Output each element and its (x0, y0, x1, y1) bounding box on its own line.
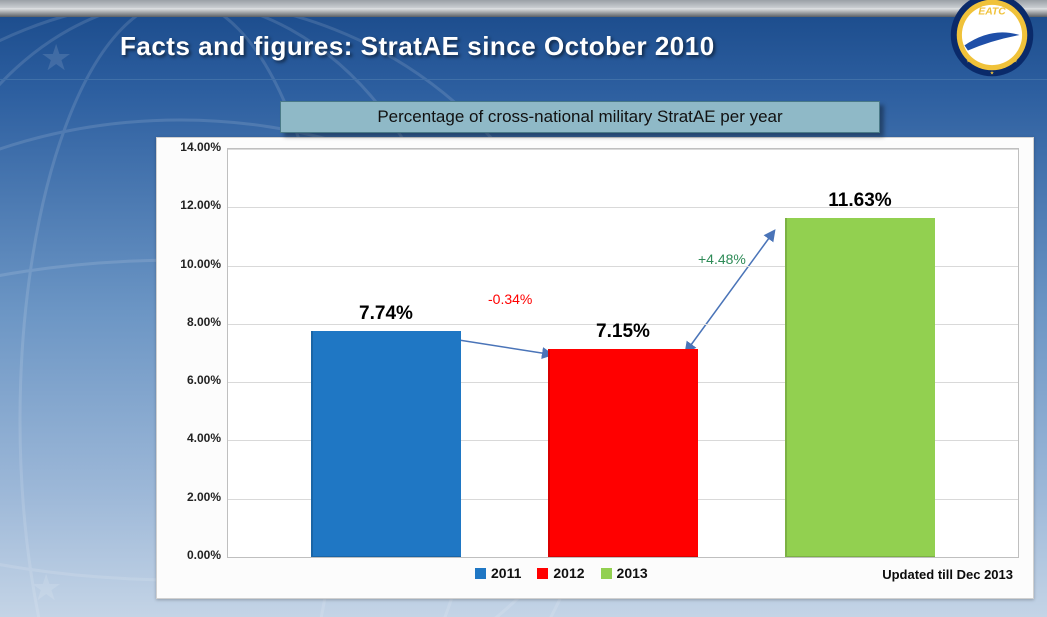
legend-item: 2011 (475, 565, 521, 581)
y-tick-label: 8.00% (161, 315, 221, 329)
bar-fill (311, 331, 461, 557)
y-tick-label: 4.00% (161, 431, 221, 445)
bar-fill (785, 218, 935, 557)
legend-label: 2011 (491, 565, 521, 581)
plot-area: 7.74% 7.15% 11.63% -0.34% +4.48% (227, 148, 1019, 558)
legend-swatch (537, 568, 548, 579)
bar-value-label: 7.15% (596, 321, 650, 343)
delta-arrow (446, 338, 548, 354)
bar-value-label: 7.74% (359, 303, 413, 325)
eatc-logo: EATC ★ ★ ★ (949, 0, 1035, 78)
bar-2012: 7.15% (548, 349, 698, 557)
eatc-logo-icon: EATC ★ ★ ★ (949, 0, 1035, 78)
bar-2011: 7.74% (311, 331, 461, 557)
top-accent-bar (0, 0, 1047, 17)
slide-root: ★ ★ ★ ★ Facts and figures: StratAE since… (0, 0, 1047, 617)
delta-label: +4.48% (698, 251, 746, 267)
y-tick-label: 12.00% (161, 198, 221, 212)
y-tick-label: 10.00% (161, 257, 221, 271)
chart-subtitle: Percentage of cross-national military St… (280, 101, 880, 133)
legend-label: 2013 (617, 565, 648, 581)
legend-item: 2013 (601, 565, 648, 581)
legend-swatch (601, 568, 612, 579)
bar-fill (548, 349, 698, 557)
chart-container: 7.74%7.15%11.63%-0.34%+4.48% 20112012201… (156, 137, 1034, 599)
page-title: Facts and figures: StratAE since October… (120, 31, 715, 62)
svg-text:★: ★ (30, 567, 62, 608)
gridline (228, 149, 1018, 150)
y-tick-label: 6.00% (161, 373, 221, 387)
svg-text:★: ★ (0, 107, 2, 148)
logo-text: EATC (978, 6, 1006, 17)
legend: 2011 2012 2013 (475, 565, 648, 581)
y-tick-label: 14.00% (161, 140, 221, 154)
bar-2013: 11.63% (785, 218, 935, 557)
update-footnote: Updated till Dec 2013 (882, 567, 1013, 582)
gridline (228, 207, 1018, 208)
svg-text:★: ★ (990, 71, 995, 77)
svg-text:★: ★ (1013, 59, 1018, 65)
legend-item: 2012 (537, 565, 584, 581)
legend-label: 2012 (553, 565, 584, 581)
svg-text:★: ★ (966, 59, 971, 65)
y-tick-label: 0.00% (161, 548, 221, 562)
legend-swatch (475, 568, 486, 579)
delta-label: -0.34% (488, 291, 532, 307)
title-band: Facts and figures: StratAE since October… (0, 17, 1047, 80)
y-tick-label: 2.00% (161, 490, 221, 504)
bar-value-label: 11.63% (828, 190, 891, 212)
